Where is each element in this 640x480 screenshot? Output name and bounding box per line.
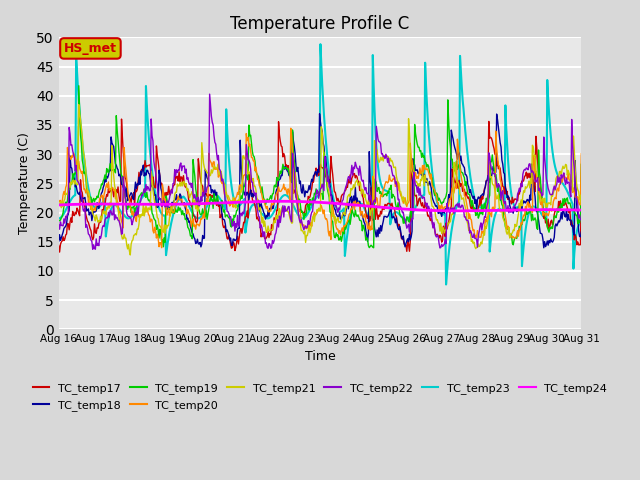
TC_temp21 — [577, 201, 585, 207]
TC_temp21 — [149, 187, 157, 192]
Line: TC_temp24: TC_temp24 — [59, 201, 581, 211]
TC_temp21 — [406, 130, 413, 136]
TC_temp22 — [406, 229, 413, 235]
TC_temp20 — [577, 151, 585, 156]
TC_temp18 — [147, 182, 155, 188]
TC_temp19 — [450, 164, 458, 169]
TC_temp17 — [149, 174, 157, 180]
TC_temp24 — [454, 208, 462, 214]
TC_temp17 — [118, 116, 125, 122]
Title: Temperature Profile C: Temperature Profile C — [230, 15, 410, 33]
Line: TC_temp22: TC_temp22 — [59, 94, 581, 249]
TC_temp18 — [189, 231, 197, 237]
TC_temp18 — [540, 245, 548, 251]
TC_temp18 — [449, 136, 457, 142]
TC_temp21 — [293, 200, 301, 205]
TC_temp23 — [55, 216, 63, 221]
TC_temp17 — [450, 176, 458, 182]
TC_temp23 — [317, 41, 324, 47]
TC_temp24 — [189, 201, 197, 207]
TC_temp20 — [190, 224, 198, 229]
TC_temp22 — [89, 246, 97, 252]
TC_temp22 — [55, 222, 63, 228]
TC_temp22 — [365, 191, 372, 197]
TC_temp17 — [365, 212, 372, 217]
TC_temp19 — [370, 245, 378, 251]
TC_temp20 — [158, 245, 166, 251]
TC_temp22 — [577, 216, 585, 222]
TC_temp19 — [406, 219, 413, 225]
TC_temp22 — [293, 199, 301, 205]
TC_temp23 — [364, 212, 371, 217]
TC_temp20 — [287, 125, 294, 131]
TC_temp24 — [449, 208, 457, 214]
Line: TC_temp21: TC_temp21 — [59, 105, 581, 255]
Legend: TC_temp17, TC_temp18, TC_temp19, TC_temp20, TC_temp21, TC_temp22, TC_temp23, TC_: TC_temp17, TC_temp18, TC_temp19, TC_temp… — [28, 379, 612, 415]
TC_temp20 — [293, 190, 301, 196]
TC_temp22 — [206, 91, 214, 97]
Line: TC_temp20: TC_temp20 — [59, 128, 581, 248]
TC_temp18 — [404, 239, 412, 244]
TC_temp24 — [277, 198, 285, 204]
X-axis label: Time: Time — [305, 350, 335, 363]
TC_temp24 — [364, 203, 371, 209]
TC_temp18 — [577, 229, 585, 235]
TC_temp20 — [450, 190, 458, 196]
TC_temp23 — [404, 215, 412, 221]
TC_temp18 — [291, 151, 299, 156]
TC_temp19 — [190, 166, 198, 171]
TC_temp23 — [291, 206, 299, 212]
TC_temp19 — [148, 210, 156, 216]
TC_temp23 — [442, 282, 450, 288]
TC_temp23 — [450, 214, 458, 220]
Line: TC_temp23: TC_temp23 — [59, 44, 581, 285]
TC_temp19 — [292, 180, 300, 186]
TC_temp18 — [316, 111, 323, 117]
TC_temp24 — [292, 199, 300, 204]
TC_temp21 — [191, 197, 198, 203]
TC_temp22 — [190, 195, 198, 201]
TC_temp19 — [75, 83, 83, 89]
Text: HS_met: HS_met — [64, 42, 117, 55]
TC_temp19 — [55, 217, 63, 223]
TC_temp21 — [450, 160, 458, 166]
Y-axis label: Temperature (C): Temperature (C) — [18, 132, 31, 234]
TC_temp17 — [56, 249, 63, 255]
Line: TC_temp19: TC_temp19 — [59, 86, 581, 248]
TC_temp21 — [55, 202, 63, 208]
TC_temp17 — [577, 194, 585, 200]
TC_temp18 — [55, 239, 63, 244]
TC_temp21 — [127, 252, 134, 258]
TC_temp22 — [450, 211, 458, 216]
TC_temp23 — [147, 161, 155, 167]
TC_temp21 — [365, 197, 372, 203]
TC_temp19 — [364, 236, 371, 242]
TC_temp17 — [55, 243, 63, 249]
TC_temp23 — [577, 218, 585, 224]
TC_temp21 — [75, 102, 83, 108]
TC_temp20 — [147, 216, 155, 222]
TC_temp20 — [365, 226, 372, 232]
TC_temp20 — [406, 197, 413, 203]
TC_temp19 — [577, 161, 585, 167]
TC_temp22 — [148, 133, 156, 139]
Line: TC_temp18: TC_temp18 — [59, 114, 581, 248]
TC_temp17 — [293, 194, 301, 200]
TC_temp18 — [364, 239, 371, 244]
TC_temp24 — [577, 207, 585, 213]
Line: TC_temp17: TC_temp17 — [59, 119, 581, 252]
TC_temp24 — [147, 202, 155, 207]
TC_temp20 — [55, 197, 63, 203]
TC_temp17 — [406, 248, 413, 254]
TC_temp24 — [55, 202, 63, 208]
TC_temp23 — [189, 211, 197, 217]
TC_temp17 — [191, 214, 198, 219]
TC_temp24 — [404, 206, 412, 212]
